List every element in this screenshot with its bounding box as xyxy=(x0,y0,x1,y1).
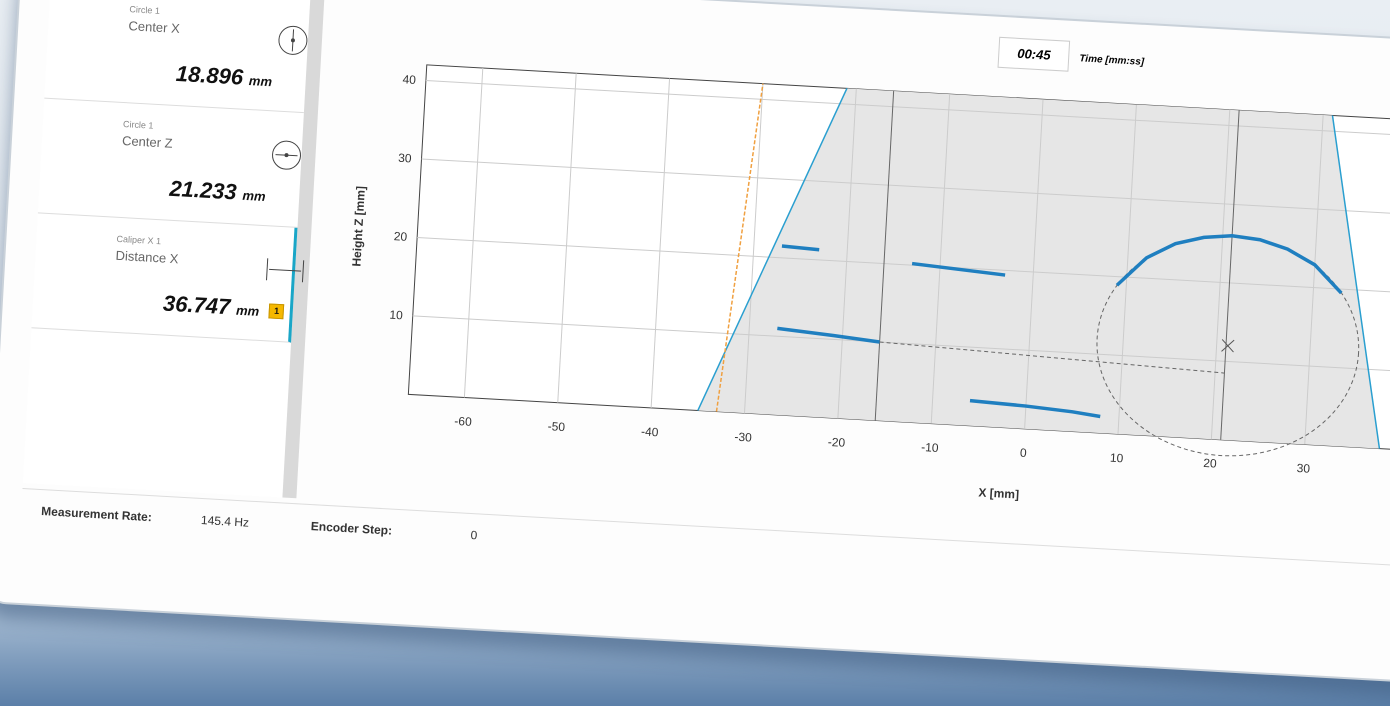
rate-value: 145.4 Hz xyxy=(200,512,250,530)
profile-chart: -60-50-40-30-20-1001020304010203040X [mm… xyxy=(349,64,1390,502)
encoder-label: Encoder Step: xyxy=(310,519,393,538)
y-tick-label: 10 xyxy=(389,308,403,323)
timer-value: 00:45 xyxy=(997,36,1071,72)
grid-line xyxy=(837,88,857,419)
x-tick-label: -30 xyxy=(734,430,752,445)
x-tick-label: -40 xyxy=(641,424,659,439)
grid-line xyxy=(650,78,671,408)
marker-line xyxy=(874,90,895,421)
y-tick-label: 40 xyxy=(402,72,416,87)
icon xyxy=(262,252,308,293)
measurement-card[interactable]: Circle 1 Center Z 21.233 mm xyxy=(37,98,304,228)
grid-line xyxy=(425,80,1390,138)
grid-line xyxy=(557,73,577,403)
icon xyxy=(275,22,311,63)
x-tick-label: 10 xyxy=(1110,451,1124,466)
grid-line xyxy=(463,67,484,398)
range-line xyxy=(715,83,764,412)
x-tick-label: -50 xyxy=(547,419,565,434)
x-axis-label: X [mm] xyxy=(978,485,1019,501)
unit: mm xyxy=(248,72,273,90)
x-tick-label: 0 xyxy=(1020,446,1028,460)
encoder-value: 0 xyxy=(470,528,478,543)
x-tick-label: -10 xyxy=(921,440,939,455)
grid-line xyxy=(744,83,764,414)
timer: 00:45 Time [mm:ss] xyxy=(997,36,1146,76)
name: Distance X xyxy=(115,247,179,267)
grid-line xyxy=(1304,114,1324,445)
fov-edge xyxy=(697,88,848,411)
x-tick-label: -60 xyxy=(454,414,472,429)
value: 18.896 mm xyxy=(175,61,273,92)
unit: mm xyxy=(235,302,260,319)
profile-segment xyxy=(969,398,1101,419)
x-tick-label: 30 xyxy=(1296,461,1310,476)
circle-center xyxy=(1221,339,1235,353)
name: Center Z xyxy=(121,132,174,151)
app-window: 00:45 Time [mm:ss] Circle 1 Center X 18.8… xyxy=(0,0,1390,684)
group: Circle 1 xyxy=(129,4,161,16)
profile-segment xyxy=(911,261,1006,277)
number: 18.896 xyxy=(175,60,244,90)
marker-line xyxy=(1220,110,1240,440)
group: Caliper X 1 xyxy=(116,233,162,247)
y-tick-label: 20 xyxy=(393,229,407,244)
value: 36.747 mm 1 xyxy=(162,291,285,324)
profile-segment xyxy=(781,244,820,252)
badge: 1 xyxy=(268,303,285,319)
unit: mm xyxy=(242,187,267,205)
measurement-list: Circle 1 Center X 18.896 mm Circle 1 Cente… xyxy=(22,0,325,499)
icon xyxy=(268,137,304,178)
field-of-view xyxy=(697,88,1380,449)
group: Circle 1 xyxy=(122,119,154,131)
grid-line xyxy=(412,315,1390,373)
value: 21.233 mm xyxy=(169,176,267,207)
measurement-card[interactable]: Caliper X 1 Distance X 36.747 mm 1 xyxy=(31,213,305,343)
grid-line xyxy=(1024,99,1044,429)
x-tick-label: 20 xyxy=(1203,456,1217,471)
grid-line xyxy=(930,94,951,424)
grid-line xyxy=(1117,104,1137,435)
number: 21.233 xyxy=(168,175,238,205)
grid-line xyxy=(421,158,1390,216)
rate-label: Measurement Rate: xyxy=(40,504,153,525)
x-tick-label: -20 xyxy=(827,435,845,450)
fov-edge xyxy=(1331,115,1381,449)
y-tick-label: 30 xyxy=(398,151,412,166)
timer-label: Time [mm:ss] xyxy=(1079,53,1145,68)
y-axis-label: Height Z [mm] xyxy=(349,186,367,267)
profile-segment xyxy=(1115,234,1343,295)
caliper-line xyxy=(879,341,1225,374)
profile-segment xyxy=(777,326,880,344)
measurement-card[interactable]: Circle 1 Center X 18.896 mm xyxy=(44,0,311,114)
number: 36.747 xyxy=(162,290,231,320)
name: Center X xyxy=(128,18,181,37)
grid-line xyxy=(1210,109,1231,440)
